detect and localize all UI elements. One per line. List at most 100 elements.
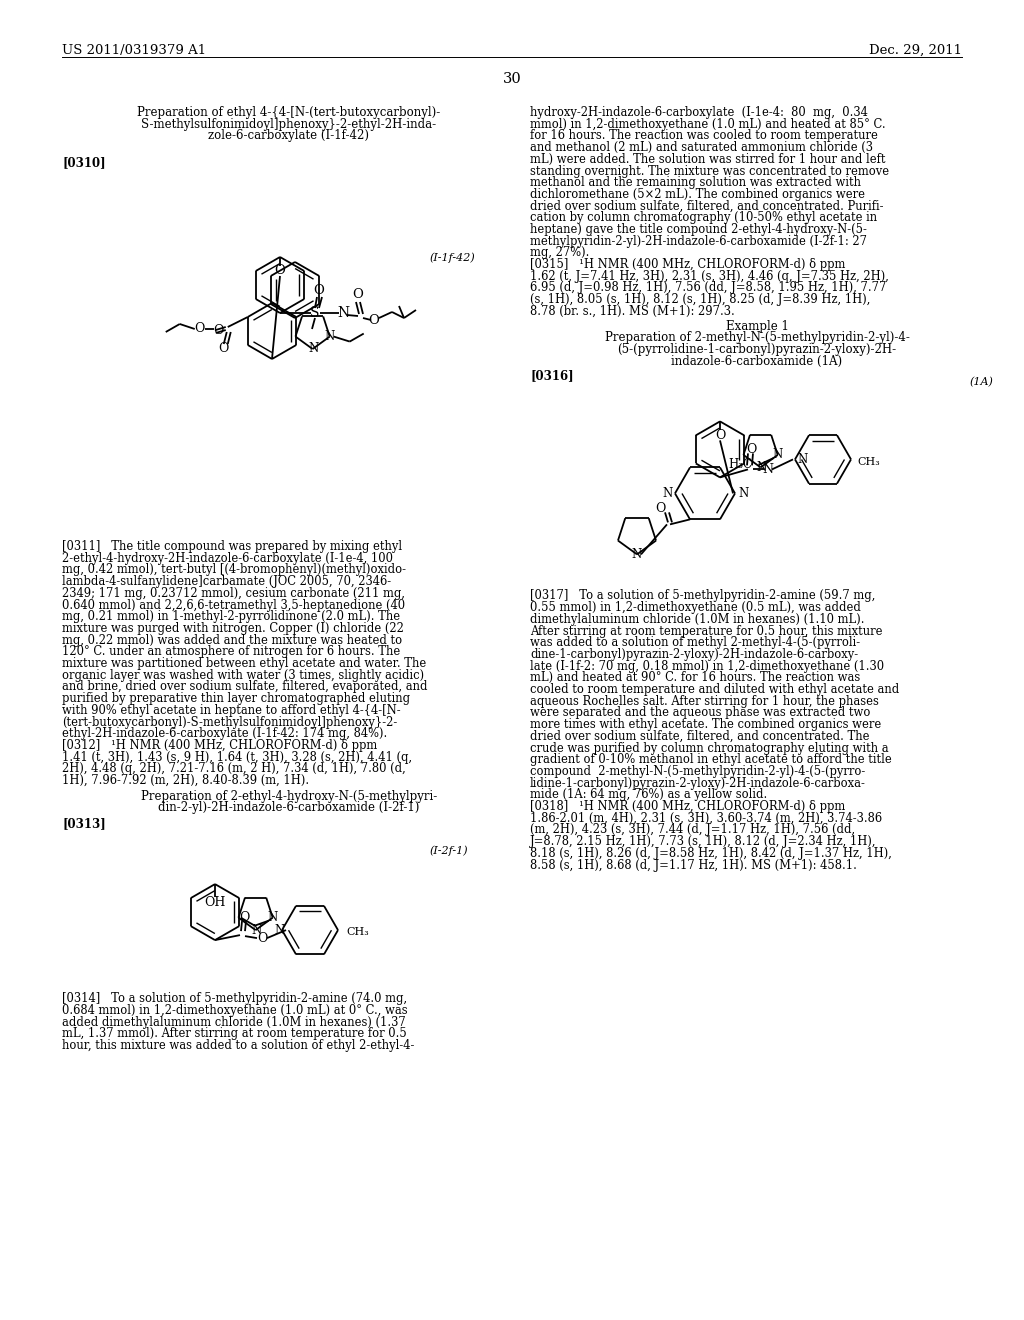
- Text: lidine-1-carbonyl)pyrazin-2-yloxy)-2H-indazole-6-carboxa-: lidine-1-carbonyl)pyrazin-2-yloxy)-2H-in…: [530, 776, 866, 789]
- Text: dichloromethane (5×2 mL). The combined organics were: dichloromethane (5×2 mL). The combined o…: [530, 187, 865, 201]
- Text: O: O: [195, 322, 205, 335]
- Text: 8.58 (s, 1H), 8.68 (d, J=1.17 Hz, 1H). MS (M+1): 458.1.: 8.58 (s, 1H), 8.68 (d, J=1.17 Hz, 1H). M…: [530, 858, 857, 871]
- Text: methanol and the remaining solution was extracted with: methanol and the remaining solution was …: [530, 176, 861, 189]
- Text: (s, 1H), 8.05 (s, 1H), 8.12 (s, 1H), 8.25 (d, J=8.39 Hz, 1H),: (s, 1H), 8.05 (s, 1H), 8.12 (s, 1H), 8.2…: [530, 293, 870, 306]
- Text: [0310]: [0310]: [62, 156, 105, 169]
- Text: O: O: [218, 342, 229, 355]
- Text: Preparation of 2-methyl-N-(5-methylpyridin-2-yl)-4-: Preparation of 2-methyl-N-(5-methylpyrid…: [604, 331, 909, 345]
- Text: dried over sodium sulfate, filtered, and concentrated. The: dried over sodium sulfate, filtered, and…: [530, 730, 869, 743]
- Text: (I-2f-1): (I-2f-1): [430, 845, 469, 855]
- Text: cation by column chromatography (10-50% ethyl acetate in: cation by column chromatography (10-50% …: [530, 211, 878, 224]
- Text: O: O: [239, 911, 249, 924]
- Text: [0318]   ¹H NMR (400 MHz, CHLOROFORM-d) δ ppm: [0318] ¹H NMR (400 MHz, CHLOROFORM-d) δ …: [530, 800, 845, 813]
- Text: and brine, dried over sodium sulfate, filtered, evaporated, and: and brine, dried over sodium sulfate, fi…: [62, 680, 427, 693]
- Text: J=8.78, 2.15 Hz, 1H), 7.73 (s, 1H), 8.12 (d, J=2.34 Hz, 1H),: J=8.78, 2.15 Hz, 1H), 7.73 (s, 1H), 8.12…: [530, 836, 877, 849]
- Text: O: O: [745, 444, 756, 455]
- Text: cooled to room temperature and diluted with ethyl acetate and: cooled to room temperature and diluted w…: [530, 682, 899, 696]
- Text: purified by preparative thin layer chromatographed eluting: purified by preparative thin layer chrom…: [62, 692, 411, 705]
- Text: O: O: [352, 289, 364, 301]
- Text: more times with ethyl acetate. The combined organics were: more times with ethyl acetate. The combi…: [530, 718, 882, 731]
- Text: N: N: [797, 453, 807, 466]
- Text: methylpyridin-2-yl)-2H-indazole-6-carboxamide (I-2f-1: 27: methylpyridin-2-yl)-2H-indazole-6-carbox…: [530, 235, 867, 248]
- Text: dried over sodium sulfate, filtered, and concentrated. Purifi-: dried over sodium sulfate, filtered, and…: [530, 199, 884, 213]
- Text: N: N: [757, 461, 767, 474]
- Text: O: O: [213, 323, 224, 337]
- Text: (tert-butoxycarbonyl)-S-methylsulfonimidoyl]phenoxy}-2-: (tert-butoxycarbonyl)-S-methylsulfonimid…: [62, 715, 397, 729]
- Text: 0.55 mmol) in 1,2-dimethoxyethane (0.5 mL), was added: 0.55 mmol) in 1,2-dimethoxyethane (0.5 m…: [530, 601, 861, 614]
- Text: mL, 1.37 mmol). After stirring at room temperature for 0.5: mL, 1.37 mmol). After stirring at room t…: [62, 1027, 407, 1040]
- Text: dine-1-carbonyl)pyrazin-2-yloxy)-2H-indazole-6-carboxy-: dine-1-carbonyl)pyrazin-2-yloxy)-2H-inda…: [530, 648, 858, 661]
- Text: CH₃: CH₃: [857, 458, 880, 467]
- Text: late (I-1f-2: 70 mg, 0.18 mmol) in 1,2-dimethoxyethane (1.30: late (I-1f-2: 70 mg, 0.18 mmol) in 1,2-d…: [530, 660, 884, 673]
- Text: hour, this mixture was added to a solution of ethyl 2-ethyl-4-: hour, this mixture was added to a soluti…: [62, 1039, 415, 1052]
- Text: N: N: [663, 487, 673, 500]
- Text: were separated and the aqueous phase was extracted two: were separated and the aqueous phase was…: [530, 706, 870, 719]
- Text: S: S: [310, 306, 319, 319]
- Text: [0314]   To a solution of 5-methylpyridin-2-amine (74.0 mg,: [0314] To a solution of 5-methylpyridin-…: [62, 993, 408, 1005]
- Text: N: N: [252, 924, 262, 937]
- Text: S-methylsulfonimidoyl]phenoxy}-2-ethyl-2H-inda-: S-methylsulfonimidoyl]phenoxy}-2-ethyl-2…: [141, 117, 436, 131]
- Text: Example 1: Example 1: [726, 319, 788, 333]
- Text: mixture was partitioned between ethyl acetate and water. The: mixture was partitioned between ethyl ac…: [62, 657, 426, 671]
- Text: 120° C. under an atmosphere of nitrogen for 6 hours. The: 120° C. under an atmosphere of nitrogen …: [62, 645, 400, 659]
- Text: mL) and heated at 90° C. for 16 hours. The reaction was: mL) and heated at 90° C. for 16 hours. T…: [530, 672, 860, 684]
- Text: (m, 2H), 4.23 (s, 3H), 7.44 (d, J=1.17 Hz, 1H), 7.56 (dd,: (m, 2H), 4.23 (s, 3H), 7.44 (d, J=1.17 H…: [530, 824, 855, 837]
- Text: 0.640 mmol) and 2,2,6,6-tetramethyl 3,5-heptanedione (40: 0.640 mmol) and 2,2,6,6-tetramethyl 3,5-…: [62, 598, 406, 611]
- Text: Preparation of ethyl 4-{4-[N-(tert-butoxycarbonyl)-: Preparation of ethyl 4-{4-[N-(tert-butox…: [137, 106, 440, 119]
- Text: Preparation of 2-ethyl-4-hydroxy-N-(5-methylpyri-: Preparation of 2-ethyl-4-hydroxy-N-(5-me…: [141, 789, 437, 803]
- Text: indazole-6-carboxamide (1A): indazole-6-carboxamide (1A): [672, 355, 843, 368]
- Text: mg, 27%).: mg, 27%).: [530, 247, 590, 260]
- Text: CH₃: CH₃: [346, 927, 369, 937]
- Text: added dimethylaluminum chloride (1.0M in hexanes) (1.37: added dimethylaluminum chloride (1.0M in…: [62, 1015, 406, 1028]
- Text: [0316]: [0316]: [530, 370, 573, 383]
- Text: N: N: [325, 330, 335, 343]
- Text: (5-(pyrrolidine-1-carbonyl)pyrazin-2-yloxy)-2H-: (5-(pyrrolidine-1-carbonyl)pyrazin-2-ylo…: [617, 343, 897, 356]
- Text: 6.95 (d, J=0.98 Hz, 1H), 7.56 (dd, J=8.58, 1.95 Hz, 1H), 7.77: 6.95 (d, J=0.98 Hz, 1H), 7.56 (dd, J=8.5…: [530, 281, 887, 294]
- Text: (I-1f-42): (I-1f-42): [430, 252, 476, 263]
- Text: N: N: [632, 548, 642, 561]
- Text: for 16 hours. The reaction was cooled to room temperature: for 16 hours. The reaction was cooled to…: [530, 129, 878, 143]
- Text: N: N: [274, 924, 285, 937]
- Text: N: N: [337, 306, 349, 319]
- Text: OH: OH: [205, 895, 225, 908]
- Text: 1.41 (t, 3H), 1.43 (s, 9 H), 1.64 (t, 3H), 3.28 (s, 2H), 4.41 (q,: 1.41 (t, 3H), 1.43 (s, 9 H), 1.64 (t, 3H…: [62, 751, 412, 763]
- Text: din-2-yl)-2H-indazole-6-carboxamide (I-2f-1): din-2-yl)-2H-indazole-6-carboxamide (I-2…: [159, 801, 420, 814]
- Text: 30: 30: [503, 73, 521, 86]
- Text: After stirring at room temperature for 0.5 hour, this mixture: After stirring at room temperature for 0…: [530, 624, 883, 638]
- Text: ethyl-2H-indazole-6-carboxylate (I-1f-42: 174 mg, 84%).: ethyl-2H-indazole-6-carboxylate (I-1f-42…: [62, 727, 387, 741]
- Text: zole-6-carboxylate (I-1f-42): zole-6-carboxylate (I-1f-42): [209, 129, 370, 143]
- Text: 8.18 (s, 1H), 8.26 (d, J=8.58 Hz, 1H), 8.42 (d, J=1.37 Hz, 1H),: 8.18 (s, 1H), 8.26 (d, J=8.58 Hz, 1H), 8…: [530, 847, 892, 859]
- Text: 1.86-2.01 (m, 4H), 2.31 (s, 3H), 3.60-3.74 (m, 2H), 3.74-3.86: 1.86-2.01 (m, 4H), 2.31 (s, 3H), 3.60-3.…: [530, 812, 882, 825]
- Text: [0311]   The title compound was prepared by mixing ethyl: [0311] The title compound was prepared b…: [62, 540, 402, 553]
- Text: (1A): (1A): [970, 378, 994, 388]
- Text: N: N: [308, 342, 318, 355]
- Text: gradient of 0-10% methanol in ethyl acetate to afford the title: gradient of 0-10% methanol in ethyl acet…: [530, 754, 892, 766]
- Text: 8.78 (br. s., 1H). MS (M+1): 297.3.: 8.78 (br. s., 1H). MS (M+1): 297.3.: [530, 305, 735, 318]
- Text: was added to a solution of methyl 2-methyl-4-(5-(pyrroli-: was added to a solution of methyl 2-meth…: [530, 636, 860, 649]
- Text: heptane) gave the title compound 2-ethyl-4-hydroxy-N-(5-: heptane) gave the title compound 2-ethyl…: [530, 223, 867, 236]
- Text: O: O: [313, 284, 325, 297]
- Text: H₃C: H₃C: [729, 458, 753, 471]
- Text: [0313]: [0313]: [62, 817, 105, 830]
- Text: with 90% ethyl acetate in heptane to afford ethyl 4-{4-[N-: with 90% ethyl acetate in heptane to aff…: [62, 704, 400, 717]
- Text: mmol) in 1,2-dimethoxyethane (1.0 mL) and heated at 85° C.: mmol) in 1,2-dimethoxyethane (1.0 mL) an…: [530, 117, 886, 131]
- Text: lambda-4-sulfanylidene]carbamate (JOC 2005, 70, 2346-: lambda-4-sulfanylidene]carbamate (JOC 20…: [62, 576, 391, 589]
- Text: N: N: [772, 449, 782, 462]
- Text: dimethylaluminum chloride (1.0M in hexanes) (1.10 mL).: dimethylaluminum chloride (1.0M in hexan…: [530, 612, 864, 626]
- Text: aqueous Rochelles salt. After stirring for 1 hour, the phases: aqueous Rochelles salt. After stirring f…: [530, 694, 879, 708]
- Text: compound  2-methyl-N-(5-methylpyridin-2-yl)-4-(5-(pyrro-: compound 2-methyl-N-(5-methylpyridin-2-y…: [530, 764, 865, 777]
- Text: O: O: [369, 314, 380, 326]
- Text: [0317]   To a solution of 5-methylpyridin-2-amine (59.7 mg,: [0317] To a solution of 5-methylpyridin-…: [530, 590, 876, 602]
- Text: mg, 0.22 mmol) was added and the mixture was heated to: mg, 0.22 mmol) was added and the mixture…: [62, 634, 402, 647]
- Text: [0312]   ¹H NMR (400 MHz, CHLOROFORM-d) δ ppm: [0312] ¹H NMR (400 MHz, CHLOROFORM-d) δ …: [62, 739, 377, 752]
- Text: mL) were added. The solution was stirred for 1 hour and left: mL) were added. The solution was stirred…: [530, 153, 886, 166]
- Text: 2-ethyl-4-hydroxy-2H-indazole-6-carboxylate (I-1e-4, 100: 2-ethyl-4-hydroxy-2H-indazole-6-carboxyl…: [62, 552, 393, 565]
- Text: Dec. 29, 2011: Dec. 29, 2011: [869, 44, 962, 57]
- Text: and methanol (2 mL) and saturated ammonium chloride (3: and methanol (2 mL) and saturated ammoni…: [530, 141, 873, 154]
- Text: 1.62 (t, J=7.41 Hz, 3H), 2.31 (s, 3H), 4.46 (q, J=7.35 Hz, 2H),: 1.62 (t, J=7.41 Hz, 3H), 2.31 (s, 3H), 4…: [530, 269, 889, 282]
- Text: 2H), 4.48 (q, 2H), 7.21-7.16 (m, 2 H), 7.34 (d, 1H), 7.80 (d,: 2H), 4.48 (q, 2H), 7.21-7.16 (m, 2 H), 7…: [62, 763, 406, 775]
- Text: O: O: [715, 429, 725, 442]
- Text: crude was purified by column chromatography eluting with a: crude was purified by column chromatogra…: [530, 742, 889, 755]
- Text: O: O: [654, 502, 666, 515]
- Text: N: N: [738, 487, 749, 500]
